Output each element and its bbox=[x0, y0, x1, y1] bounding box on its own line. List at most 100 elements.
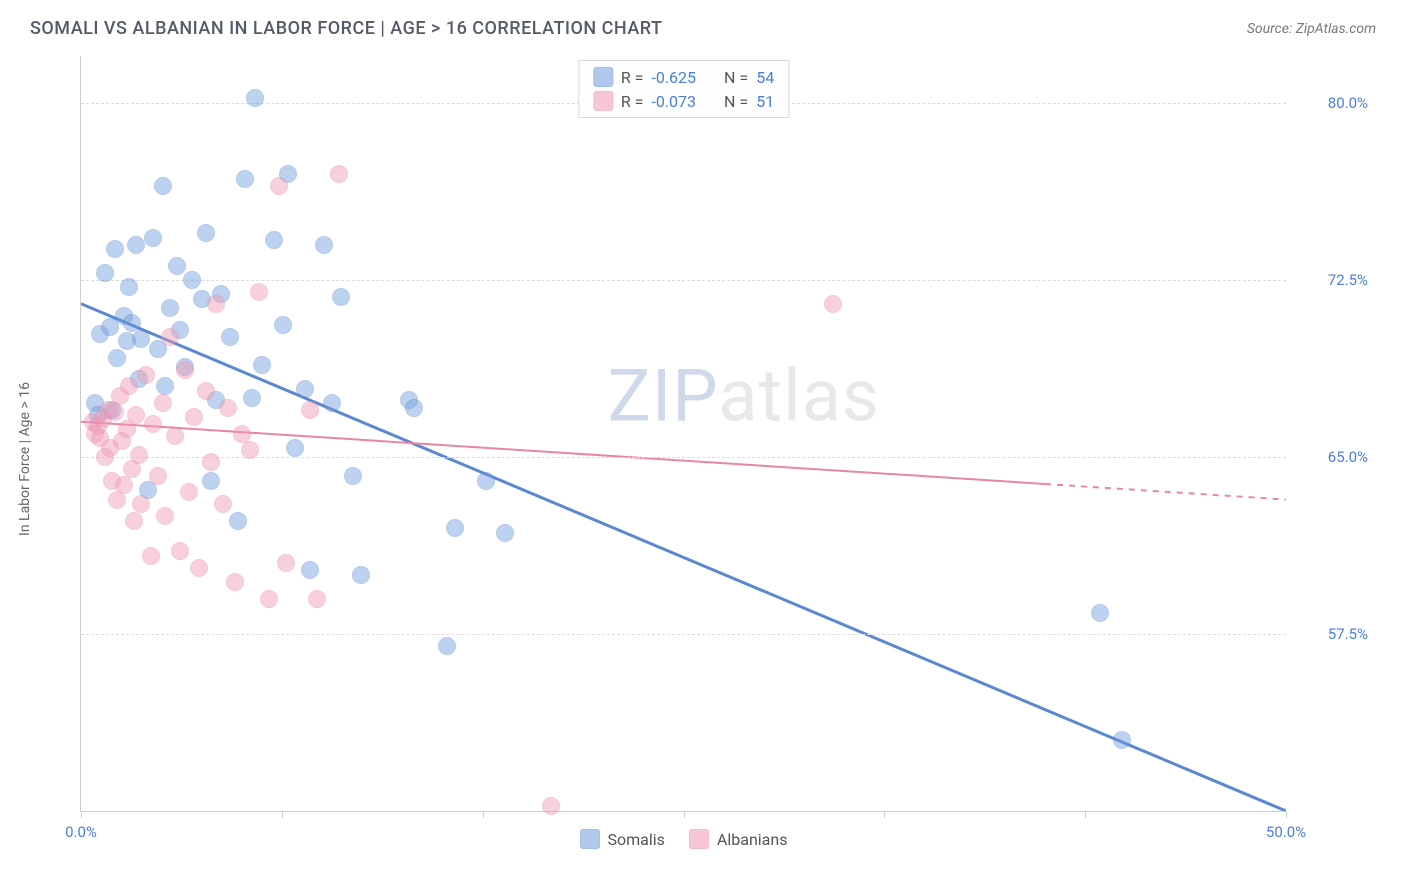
data-point bbox=[125, 512, 143, 530]
x-tick bbox=[884, 811, 885, 818]
data-point bbox=[229, 512, 247, 530]
y-tick-label: 72.5% bbox=[1298, 271, 1368, 289]
data-point bbox=[154, 177, 172, 195]
data-point bbox=[241, 441, 259, 459]
data-point bbox=[197, 382, 215, 400]
data-point bbox=[253, 356, 271, 374]
data-point bbox=[142, 547, 160, 565]
y-tick-label: 80.0% bbox=[1298, 94, 1368, 112]
data-point bbox=[161, 299, 179, 317]
legend-row: R = -0.073 N = 51 bbox=[593, 89, 774, 113]
data-point bbox=[323, 394, 341, 412]
x-tick-label: 50.0% bbox=[1266, 823, 1306, 841]
x-tick bbox=[282, 811, 283, 818]
legend-n-value: 54 bbox=[756, 68, 774, 87]
data-point bbox=[108, 349, 126, 367]
data-point bbox=[250, 283, 268, 301]
data-point bbox=[824, 295, 842, 313]
legend-r-label: R = bbox=[621, 68, 644, 87]
gridline bbox=[81, 634, 1286, 635]
data-point bbox=[154, 394, 172, 412]
legend-r-value: -0.073 bbox=[651, 92, 696, 111]
watermark: ZIPatlas bbox=[608, 353, 880, 438]
data-point bbox=[176, 361, 194, 379]
data-point bbox=[214, 495, 232, 513]
legend-r-label: R = bbox=[621, 92, 644, 111]
data-point bbox=[156, 377, 174, 395]
legend-swatch bbox=[593, 91, 613, 111]
x-tick bbox=[1286, 811, 1287, 818]
data-point bbox=[144, 415, 162, 433]
data-point bbox=[161, 328, 179, 346]
legend-swatch bbox=[580, 829, 600, 849]
data-point bbox=[120, 278, 138, 296]
data-point bbox=[221, 328, 239, 346]
data-point bbox=[332, 288, 350, 306]
x-tick bbox=[1085, 811, 1086, 818]
x-tick bbox=[483, 811, 484, 818]
data-point bbox=[301, 401, 319, 419]
data-point bbox=[542, 797, 560, 815]
data-point bbox=[202, 453, 220, 471]
data-point bbox=[127, 236, 145, 254]
data-point bbox=[106, 403, 124, 421]
data-point bbox=[1113, 731, 1131, 749]
data-point bbox=[246, 89, 264, 107]
data-point bbox=[405, 399, 423, 417]
data-point bbox=[260, 590, 278, 608]
data-point bbox=[270, 177, 288, 195]
data-point bbox=[96, 264, 114, 282]
data-point bbox=[274, 316, 292, 334]
data-point bbox=[301, 561, 319, 579]
data-point bbox=[446, 519, 464, 537]
data-point bbox=[286, 439, 304, 457]
data-point bbox=[149, 467, 167, 485]
data-point bbox=[168, 257, 186, 275]
legend-swatch bbox=[689, 829, 709, 849]
data-point bbox=[123, 314, 141, 332]
data-point bbox=[352, 566, 370, 584]
legend-swatch bbox=[593, 67, 613, 87]
data-point bbox=[236, 170, 254, 188]
data-point bbox=[130, 446, 148, 464]
data-point bbox=[180, 483, 198, 501]
correlation-legend: R = -0.625 N = 54 R = -0.073 N = 51 bbox=[578, 60, 789, 118]
chart-title: SOMALI VS ALBANIAN IN LABOR FORCE | AGE … bbox=[30, 18, 663, 39]
data-point bbox=[207, 295, 225, 313]
data-point bbox=[115, 476, 133, 494]
legend-series-label: Somalis bbox=[608, 830, 665, 849]
data-point bbox=[183, 271, 201, 289]
data-point bbox=[197, 224, 215, 242]
series-legend: Somalis Albanians bbox=[580, 829, 788, 849]
legend-n-label: N = bbox=[724, 68, 748, 87]
data-point bbox=[477, 472, 495, 490]
data-point bbox=[202, 472, 220, 490]
data-point bbox=[265, 231, 283, 249]
legend-r-value: -0.625 bbox=[651, 68, 696, 87]
data-point bbox=[171, 542, 189, 560]
legend-item: Somalis bbox=[580, 829, 665, 849]
data-point bbox=[330, 165, 348, 183]
legend-n-value: 51 bbox=[756, 92, 774, 111]
x-tick bbox=[684, 811, 685, 818]
gridline bbox=[81, 280, 1286, 281]
data-point bbox=[344, 467, 362, 485]
data-point bbox=[132, 330, 150, 348]
gridline bbox=[81, 457, 1286, 458]
data-point bbox=[243, 389, 261, 407]
y-tick-label: 65.0% bbox=[1298, 448, 1368, 466]
legend-row: R = -0.625 N = 54 bbox=[593, 65, 774, 89]
data-point bbox=[132, 495, 150, 513]
data-point bbox=[277, 554, 295, 572]
trend-lines bbox=[81, 56, 1286, 811]
legend-series-label: Albanians bbox=[717, 830, 788, 849]
data-point bbox=[101, 318, 119, 336]
data-point bbox=[120, 377, 138, 395]
data-point bbox=[156, 507, 174, 525]
data-point bbox=[219, 399, 237, 417]
legend-item: Albanians bbox=[689, 829, 788, 849]
data-point bbox=[1091, 604, 1109, 622]
legend-n-label: N = bbox=[724, 92, 748, 111]
data-point bbox=[315, 236, 333, 254]
data-point bbox=[106, 240, 124, 258]
